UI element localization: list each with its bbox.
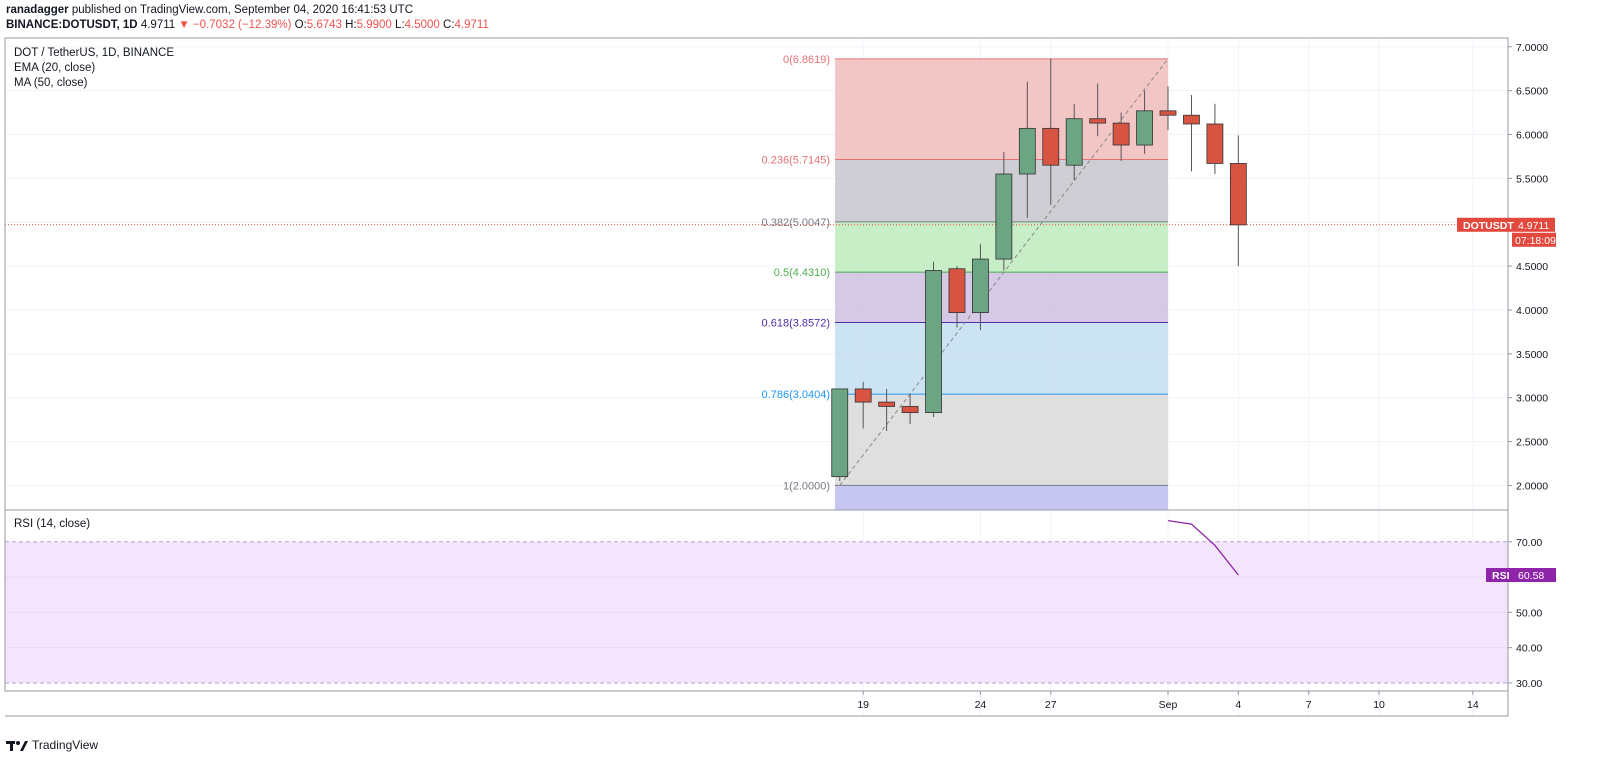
time-tick-label: Sep — [1159, 699, 1178, 711]
countdown-tag — [1512, 232, 1556, 247]
open-value: 5.6743 — [306, 19, 342, 31]
rsi-tick-label: 50.00 — [1516, 607, 1542, 619]
legend-ema[interactable]: EMA (20, close) — [14, 62, 96, 74]
rsi-tag-value: 60.58 — [1518, 570, 1544, 582]
last-price-tag-value: 4.9711 — [1518, 220, 1549, 232]
candle-body — [1065, 118, 1083, 166]
price-tick-label: 4.5000 — [1516, 261, 1548, 273]
low-value: 4.5000 — [404, 19, 440, 31]
rsi-legend[interactable]: RSI (14, close) — [14, 518, 91, 530]
candle-body — [1112, 122, 1130, 146]
candle-body — [1229, 163, 1247, 226]
fib-zone — [835, 58, 1169, 160]
candle-body — [1042, 127, 1060, 166]
chart-header: ranadagger published on TradingView.com,… — [6, 3, 489, 33]
candle-body — [1136, 110, 1153, 146]
fib-level-label: 1(2.0000) — [783, 480, 830, 492]
fib-level-label: 0.5(4.4310) — [774, 267, 830, 279]
fib-level-label: 0.382(5.0047) — [762, 217, 831, 229]
candle-body — [995, 173, 1013, 260]
fib-zone — [835, 272, 1169, 323]
candle-body — [1206, 123, 1224, 164]
candle-body — [1089, 118, 1107, 124]
close-value: 4.9711 — [454, 19, 489, 31]
rsi-tag-name: RSI — [1492, 570, 1510, 582]
time-tick-label: 24 — [975, 699, 987, 711]
rsi-value-tag — [1486, 568, 1556, 583]
close-label: C: — [443, 19, 455, 31]
rsi-tick-label: 40.00 — [1516, 643, 1542, 655]
price-tick-label: 3.5000 — [1516, 349, 1548, 361]
candle-body — [854, 388, 872, 403]
last-price: 4.9711 — [140, 19, 176, 31]
symbol-price-tag — [1457, 217, 1555, 232]
fib-level-label: 0.236(5.7145) — [762, 155, 831, 167]
price-tick-label: 6.0000 — [1516, 130, 1548, 142]
change-down-icon: ▼ — [178, 19, 190, 31]
legend-ma[interactable]: MA (50, close) — [14, 77, 88, 89]
candle-body — [901, 406, 919, 414]
tradingview-logo-icon — [6, 741, 28, 751]
fib-level-label: 0(6.8619) — [783, 54, 830, 66]
publisher-name[interactable]: ranadagger — [6, 4, 69, 16]
time-tick-label: 7 — [1306, 699, 1312, 711]
candle-body — [972, 258, 989, 314]
fib-level-label: 0.786(3.0404) — [762, 389, 831, 401]
fib-level-label: 0.618(3.8572) — [762, 317, 831, 329]
countdown-label: 07:18:09 — [1515, 235, 1556, 247]
fib-zone — [835, 485, 1169, 510]
fib-zone — [835, 394, 1169, 486]
candle-body — [1018, 127, 1036, 175]
candle-body — [1159, 110, 1177, 116]
price-tick-label: 4.0000 — [1516, 305, 1548, 317]
low-label: L: — [395, 19, 405, 31]
symbol-label: BINANCE:DOTUSDT, 1D — [6, 19, 138, 31]
change-value: −0.7032 (−12.39%) — [192, 19, 292, 31]
time-tick-label: 10 — [1373, 699, 1385, 711]
high-value: 5.9900 — [356, 19, 392, 31]
rsi-tick-label: 70.00 — [1516, 537, 1542, 549]
time-tick-label: 14 — [1467, 699, 1479, 711]
candle-body — [925, 270, 942, 414]
rsi-line — [1167, 519, 1239, 576]
candle-body — [878, 401, 896, 407]
price-tick-label: 6.5000 — [1516, 86, 1548, 98]
candle-body — [1183, 114, 1200, 125]
candle-body — [948, 268, 966, 314]
price-tick-label: 5.5000 — [1516, 173, 1548, 185]
time-tick-label: 27 — [1045, 699, 1057, 711]
open-label: O: — [294, 19, 307, 31]
fib-zone — [835, 322, 1169, 395]
rsi-tick-label: 30.00 — [1516, 678, 1542, 690]
footer-brand-text: TradingView — [32, 738, 99, 752]
time-tick-label: 4 — [1235, 699, 1241, 711]
price-tick-label: 2.5000 — [1516, 437, 1548, 449]
footer-brand[interactable]: TradingView — [6, 738, 98, 752]
price-tick-label: 2.0000 — [1516, 480, 1548, 492]
candle-body — [831, 388, 849, 478]
price-tick-label: 3.0000 — [1516, 393, 1548, 405]
published-text: published on TradingView.com, September … — [71, 4, 414, 16]
legend-title[interactable]: DOT / TetherUS, 1D, BINANCE — [14, 47, 174, 59]
time-tick-label: 19 — [857, 699, 869, 711]
symbol-tag-label: DOTUSDT — [1463, 220, 1514, 232]
chart-legend: DOT / TetherUS, 1D, BINANCE EMA (20, clo… — [14, 46, 174, 91]
price-tick-label: 7.0000 — [1516, 42, 1548, 54]
high-label: H: — [345, 19, 357, 31]
